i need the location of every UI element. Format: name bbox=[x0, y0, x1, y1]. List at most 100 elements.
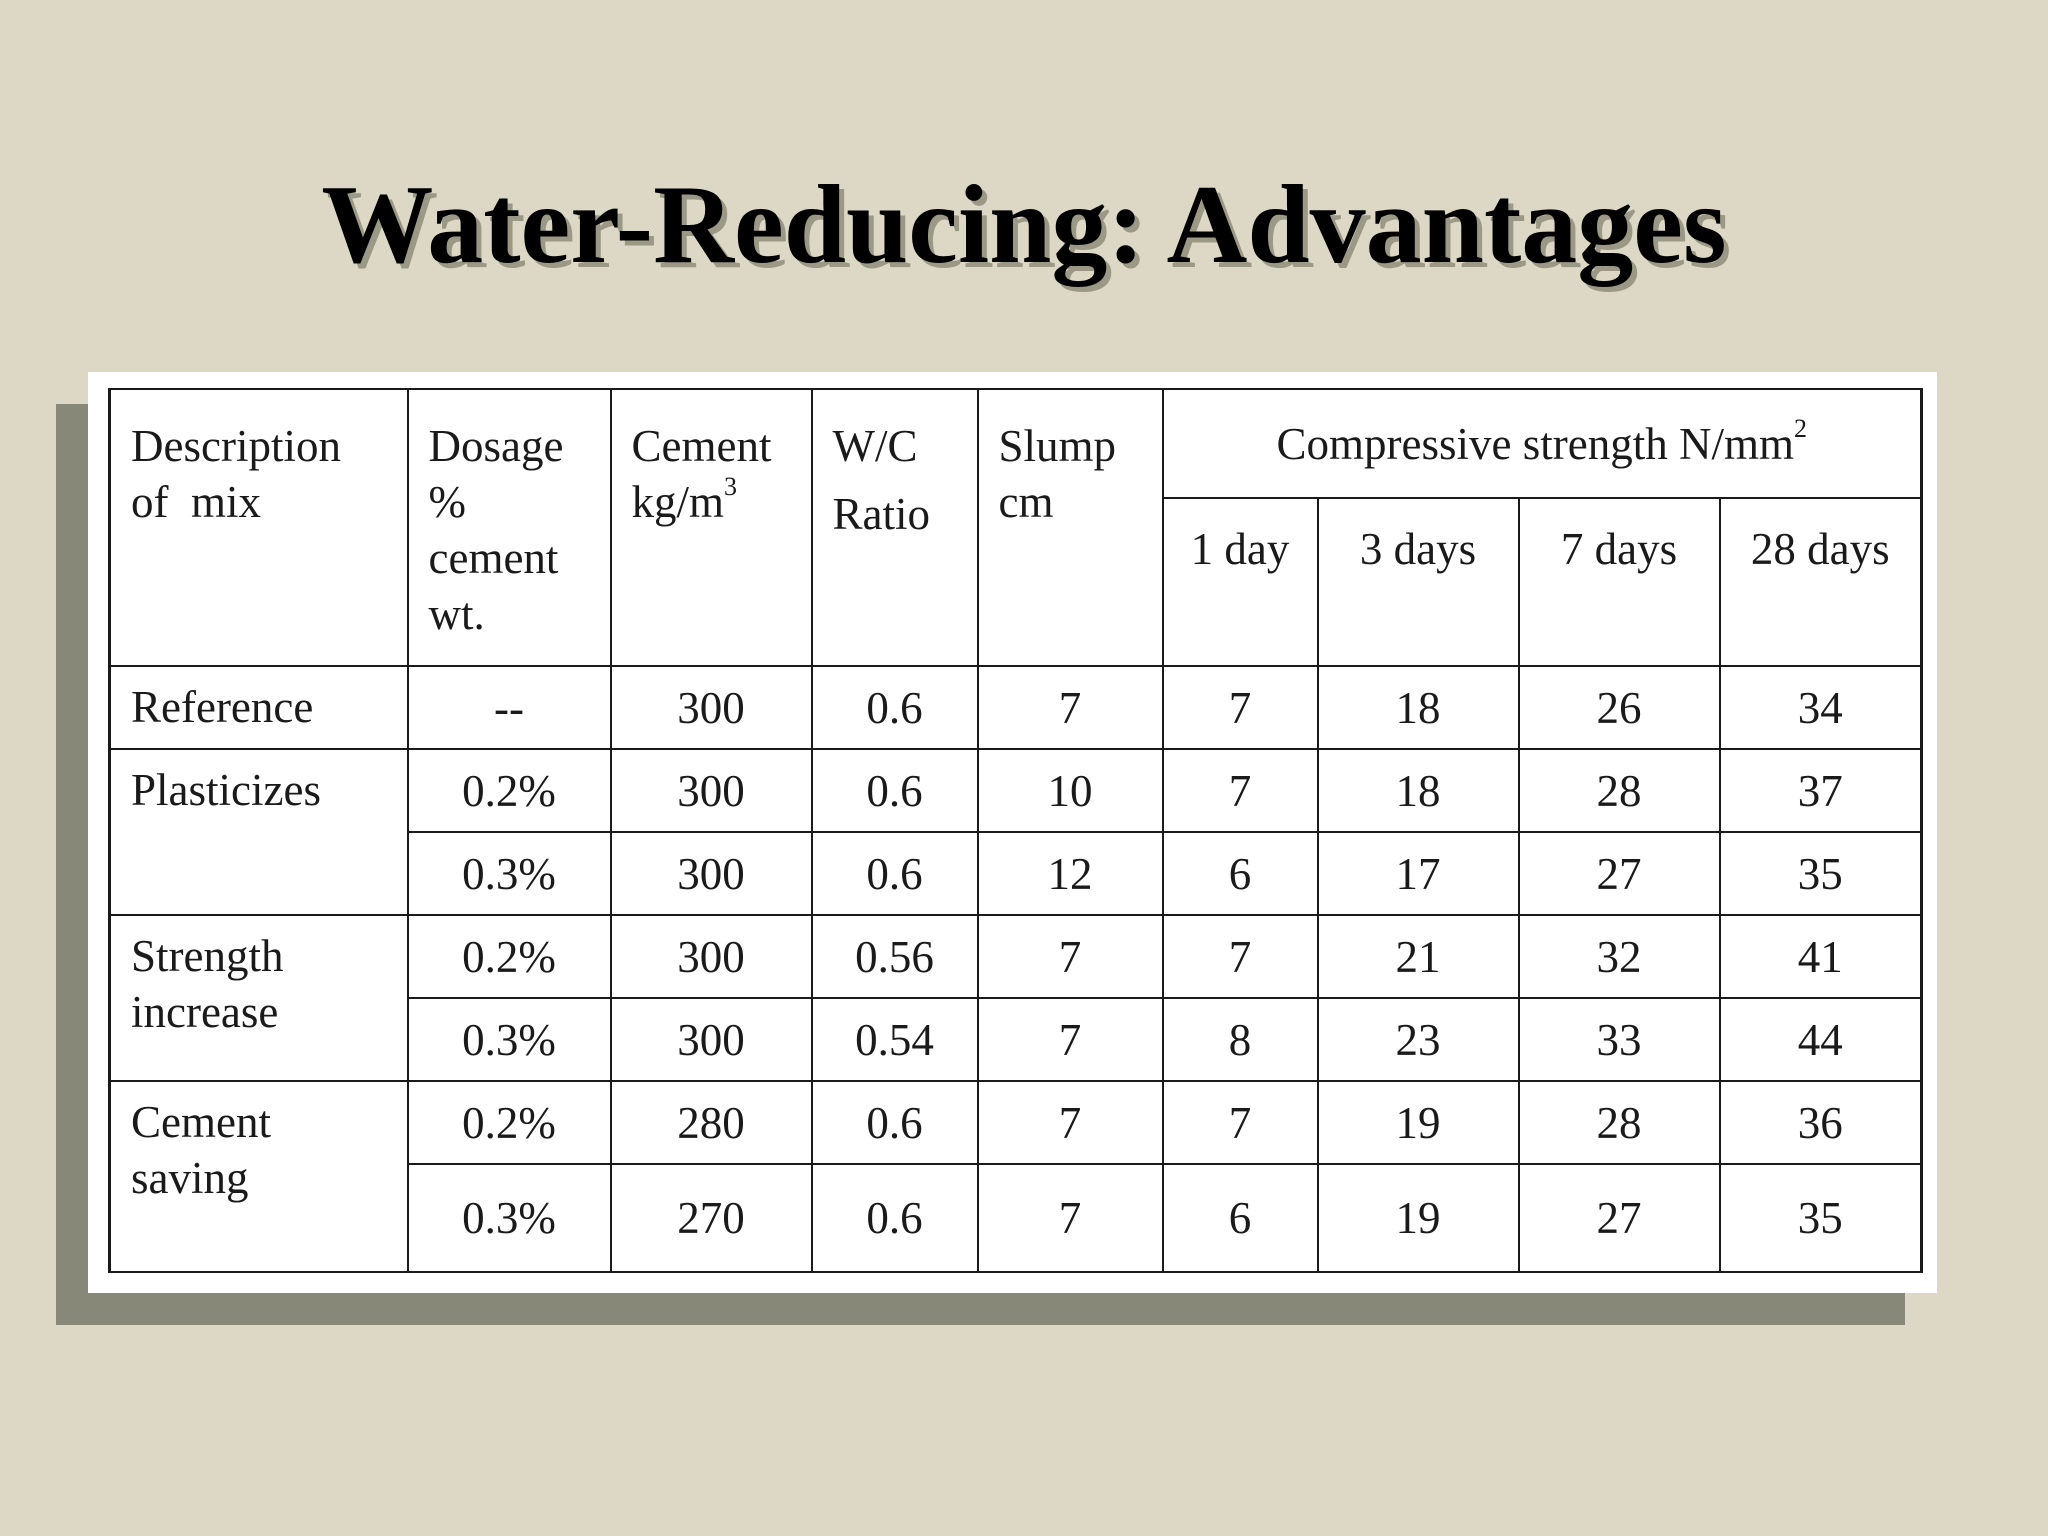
cell-wc-ratio: 0.6 bbox=[810, 1163, 979, 1273]
header-compressive-strength: Compressive strength N/mm2 bbox=[1161, 388, 1923, 499]
cell-wc-ratio: 0.6 bbox=[810, 1080, 979, 1165]
header-day-7: 7 days bbox=[1517, 497, 1721, 667]
header-strength-text: Compressive strength N/mm bbox=[1276, 418, 1794, 469]
header-wc-ratio: W/C Ratio bbox=[810, 388, 979, 667]
row-description: Plasticizes bbox=[108, 748, 409, 916]
header-slump-line: Slump bbox=[998, 421, 1117, 471]
cell-cement: 300 bbox=[609, 914, 813, 999]
cell-dosage: 0.3% bbox=[406, 1163, 612, 1273]
row-description-line: increase bbox=[131, 987, 279, 1037]
cell-cement: 300 bbox=[609, 831, 813, 916]
cell-strength-3-days: 17 bbox=[1316, 831, 1520, 916]
cell-dosage: 0.3% bbox=[406, 831, 612, 916]
cell-strength-3-days: 21 bbox=[1316, 914, 1520, 999]
row-description: Cement saving bbox=[108, 1080, 409, 1273]
cell-strength-1-day: 7 bbox=[1161, 665, 1319, 750]
cell-slump: 10 bbox=[976, 748, 1164, 833]
cell-slump: 7 bbox=[976, 1080, 1164, 1165]
header-wc-line: Ratio bbox=[832, 489, 931, 539]
header-slump: Slump cm bbox=[976, 388, 1164, 667]
cell-slump: 7 bbox=[976, 1163, 1164, 1273]
cell-strength-7-days: 33 bbox=[1517, 997, 1721, 1082]
cell-strength-1-day: 6 bbox=[1161, 831, 1319, 916]
header-cement-line: Cement bbox=[631, 421, 772, 471]
header-cement-unit: kg/m3 bbox=[632, 474, 793, 530]
table-row: 0.3% 300 0.54 7 8 23 33 44 bbox=[109, 997, 1923, 1082]
row-description-line: Cement bbox=[131, 1097, 271, 1147]
header-cement: Cement kg/m3 bbox=[609, 388, 813, 667]
table-row: 0.3% 270 0.6 7 6 19 27 35 bbox=[109, 1163, 1923, 1273]
header-description-line: of mix bbox=[131, 477, 261, 527]
cell-slump: 12 bbox=[976, 831, 1164, 916]
cell-wc-ratio: 0.6 bbox=[810, 831, 979, 916]
row-description-line: saving bbox=[131, 1153, 249, 1203]
cell-strength-28-days: 36 bbox=[1718, 1080, 1923, 1165]
cell-strength-7-days: 27 bbox=[1517, 831, 1721, 916]
header-slump-line: cm bbox=[998, 477, 1054, 527]
cell-dosage: 0.2% bbox=[406, 748, 612, 833]
cell-strength-28-days: 34 bbox=[1718, 665, 1923, 750]
cell-slump: 7 bbox=[976, 665, 1164, 750]
header-description-line: Description bbox=[131, 421, 341, 471]
cell-strength-1-day: 7 bbox=[1161, 914, 1319, 999]
row-description-line: Strength bbox=[131, 931, 284, 981]
header-dosage-line: % bbox=[428, 477, 467, 527]
cell-strength-3-days: 18 bbox=[1316, 748, 1520, 833]
slide-title: Water-Reducing: Advantages bbox=[321, 163, 1727, 287]
row-description: Strength increase bbox=[108, 914, 409, 1082]
cell-strength-1-day: 7 bbox=[1161, 748, 1319, 833]
cell-cement: 300 bbox=[609, 748, 813, 833]
header-cement-superscript: 3 bbox=[724, 472, 738, 501]
cell-wc-ratio: 0.56 bbox=[810, 914, 979, 999]
cell-strength-7-days: 26 bbox=[1517, 665, 1721, 750]
cell-strength-28-days: 35 bbox=[1718, 831, 1923, 916]
cell-strength-28-days: 44 bbox=[1718, 997, 1923, 1082]
cell-strength-7-days: 28 bbox=[1517, 1080, 1721, 1165]
cell-strength-7-days: 27 bbox=[1517, 1163, 1721, 1273]
table-card: Description of mix Dosage % cement wt. C… bbox=[88, 372, 1937, 1293]
cell-slump: 7 bbox=[976, 997, 1164, 1082]
cell-strength-7-days: 32 bbox=[1517, 914, 1721, 999]
cell-strength-3-days: 19 bbox=[1316, 1163, 1520, 1273]
cell-slump: 7 bbox=[976, 914, 1164, 999]
header-wc-line: W/C bbox=[832, 421, 918, 471]
cell-cement: 300 bbox=[609, 997, 813, 1082]
cell-cement: 300 bbox=[609, 665, 813, 750]
cell-cement: 280 bbox=[609, 1080, 813, 1165]
cell-strength-28-days: 41 bbox=[1718, 914, 1923, 999]
header-day-1: 1 day bbox=[1161, 497, 1319, 667]
cell-dosage: 0.2% bbox=[406, 1080, 612, 1165]
cell-strength-3-days: 19 bbox=[1316, 1080, 1520, 1165]
cell-strength-28-days: 37 bbox=[1718, 748, 1923, 833]
cell-strength-3-days: 23 bbox=[1316, 997, 1520, 1082]
cell-strength-28-days: 35 bbox=[1718, 1163, 1923, 1273]
table-row: Reference -- 300 0.6 7 7 18 26 34 bbox=[108, 665, 1923, 750]
cell-wc-ratio: 0.6 bbox=[810, 665, 979, 750]
header-day-28: 28 days bbox=[1718, 497, 1923, 667]
header-dosage-line: wt. bbox=[428, 589, 485, 639]
cell-dosage: -- bbox=[406, 665, 612, 750]
cell-strength-7-days: 28 bbox=[1517, 748, 1721, 833]
cell-dosage: 0.3% bbox=[406, 997, 612, 1082]
header-cement-unit-text: kg/m bbox=[631, 477, 725, 527]
header-strength-superscript: 2 bbox=[1794, 413, 1807, 443]
header-dosage: Dosage % cement wt. bbox=[406, 388, 612, 667]
header-dosage-line: Dosage bbox=[428, 421, 564, 471]
table-row: Plasticizes 0.2% 300 0.6 10 7 18 28 37 bbox=[108, 748, 1923, 916]
table-row: Cement saving 0.2% 280 0.6 7 7 19 28 36 bbox=[108, 1080, 1923, 1273]
table-row: Strength increase 0.2% 300 0.56 7 7 21 3… bbox=[108, 914, 1923, 1082]
mix-strength-table: Description of mix Dosage % cement wt. C… bbox=[108, 388, 1923, 1273]
cell-wc-ratio: 0.54 bbox=[810, 997, 979, 1082]
cell-wc-ratio: 0.6 bbox=[810, 748, 979, 833]
cell-cement: 270 bbox=[609, 1163, 813, 1273]
cell-strength-1-day: 6 bbox=[1161, 1163, 1319, 1273]
row-description: Reference bbox=[108, 665, 409, 750]
cell-strength-3-days: 18 bbox=[1316, 665, 1520, 750]
cell-strength-1-day: 8 bbox=[1161, 997, 1319, 1082]
header-dosage-line: cement bbox=[428, 533, 559, 583]
table-row: 0.3% 300 0.6 12 6 17 27 35 bbox=[109, 831, 1923, 916]
header-description: Description of mix bbox=[108, 388, 409, 667]
header-day-3: 3 days bbox=[1316, 497, 1520, 667]
cell-strength-1-day: 7 bbox=[1161, 1080, 1319, 1165]
cell-dosage: 0.2% bbox=[406, 914, 612, 999]
